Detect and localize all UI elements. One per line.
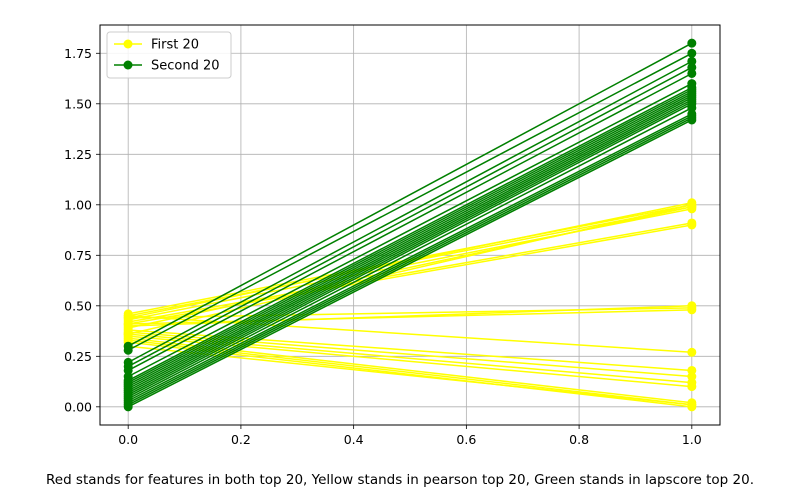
data-point [123, 311, 133, 321]
legend-label: Second 20 [151, 59, 220, 74]
axis-ticks: 0.0 0.2 0.4 0.6 0.8 1.0 0.00 0.25 0.50 0.75 1.00 1.… [64, 46, 702, 447]
series-line [127, 107, 693, 400]
series-line [128, 222, 692, 323]
x-tick-label: 0.6 [456, 432, 476, 447]
data-point [123, 345, 133, 355]
series-line [127, 91, 693, 386]
y-tick-label: 0.75 [64, 248, 92, 263]
series-line [127, 88, 693, 384]
legend-label: First 20 [151, 38, 199, 53]
series-line [127, 60, 693, 364]
data-point [687, 48, 697, 58]
series-line [127, 97, 693, 392]
series-line [127, 86, 693, 382]
series-line [127, 117, 693, 406]
x-tick-label: 1.0 [682, 432, 702, 447]
y-tick-label: 1.00 [64, 197, 92, 212]
y-tick-label: 0.50 [64, 298, 92, 313]
series-line [127, 72, 693, 372]
x-tick-label: 0.0 [118, 432, 138, 447]
y-tick-label: 1.25 [64, 147, 92, 162]
plot-frame [99, 24, 721, 426]
data-point [687, 305, 697, 315]
x-tick-label: 0.2 [231, 432, 251, 447]
data-point [687, 400, 697, 410]
x-tick-label: 0.4 [344, 432, 364, 447]
data-point [123, 402, 133, 412]
data-point [687, 382, 697, 392]
series-line [127, 42, 693, 347]
data-point [687, 220, 697, 230]
legend: First 20 Second 20 [106, 31, 232, 79]
series-line [127, 99, 693, 394]
y-tick-label: 0.00 [64, 399, 92, 414]
series-line [127, 82, 693, 378]
y-tick-label: 1.75 [64, 46, 92, 61]
data-point [123, 319, 133, 329]
series-line [128, 341, 692, 408]
series-line [127, 119, 693, 408]
legend-swatch-marker [123, 60, 133, 70]
series-line [127, 93, 693, 388]
series-line [127, 103, 693, 398]
x-tick-label: 0.8 [569, 432, 589, 447]
data-point [687, 115, 697, 125]
data-point [687, 68, 697, 78]
series-line [127, 95, 693, 390]
y-tick-label: 1.50 [64, 96, 92, 111]
series-line [127, 52, 693, 351]
series-lines [123, 38, 697, 412]
series-line [127, 113, 693, 402]
series-line [127, 66, 693, 368]
y-tick-label: 0.25 [64, 349, 92, 364]
series-line [128, 345, 692, 406]
series-line [128, 329, 692, 372]
data-point [687, 38, 697, 48]
series-line [127, 115, 693, 404]
chart-caption: Red stands for features in both top 20, … [45, 472, 755, 488]
data-point [123, 329, 133, 339]
series-line [128, 337, 692, 404]
series-2 [123, 38, 697, 412]
data-point [687, 200, 697, 210]
series-line [128, 204, 692, 335]
data-point [687, 347, 697, 357]
series-line [127, 101, 693, 396]
series-line [128, 202, 692, 319]
legend-swatch-marker [123, 39, 133, 49]
